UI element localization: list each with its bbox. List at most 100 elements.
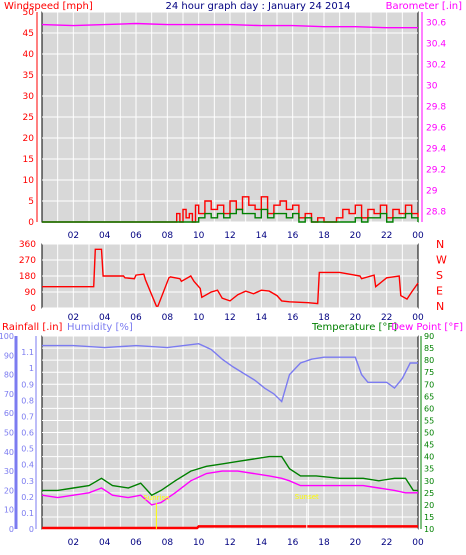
wind-xtick-label: 08: [162, 231, 174, 241]
wind-xtick-label: 14: [256, 231, 268, 241]
windspeed-tick-label: 35: [23, 71, 34, 81]
humidity-tick-label: 50: [4, 429, 14, 438]
barometer-tick-label: 30.4: [426, 40, 446, 50]
windspeed-axis-label: Windspeed [mph]: [4, 1, 93, 12]
barometer-line: [41, 22, 418, 29]
barometer-tick-label: 30: [426, 82, 438, 92]
climate-panel: 10090807060504030201001.110.90.80.70.60.…: [0, 332, 434, 548]
temperature-tick-label: 25: [424, 489, 434, 498]
rain-tick-label: 1.1: [21, 348, 34, 357]
direction-xtick-label: 22: [381, 313, 392, 323]
humidity-tick-label: 40: [4, 448, 14, 457]
rain-tick-label: 0.5: [21, 445, 34, 454]
wind-xtick-label: 22: [381, 231, 392, 241]
wind-direction-line: [42, 248, 419, 307]
windspeed-tick-label: 45: [23, 29, 34, 39]
direction-xtick-label: 08: [162, 313, 174, 323]
temperature-tick-label: 10: [424, 525, 434, 534]
direction-xtick-label: 02: [68, 313, 79, 323]
wind-xtick-label: 16: [287, 231, 299, 241]
temperature-tick-label: 60: [424, 404, 434, 413]
compass-label: E: [436, 285, 443, 298]
temperature-tick-label: 40: [424, 453, 434, 462]
temperature-tick-label: 65: [424, 392, 434, 401]
climate-xtick-label: 22: [381, 538, 392, 548]
rain-tick-label: 0.8: [21, 396, 34, 405]
wind-xtick-label: 20: [350, 231, 362, 241]
windspeed-tick-label: 0: [28, 218, 34, 228]
direction-xtick-label: 16: [287, 313, 299, 323]
rain-tick-label: 0: [29, 525, 34, 534]
windspeed-line: [42, 196, 419, 223]
wind-barometer-panel: 5045403530252015105030.630.430.23029.829…: [23, 8, 447, 241]
windspeed-tick-label: 15: [23, 155, 34, 165]
temperature-tick-label: 35: [424, 465, 434, 474]
sunrise-label: Sunrise: [143, 494, 169, 502]
humidity-line: [42, 342, 418, 403]
rain-tick-label: 0.7: [21, 412, 34, 421]
climate-xtick-label: 18: [318, 538, 330, 548]
climate-xtick-label: 16: [287, 538, 299, 548]
barometer-tick-label: 29.6: [426, 124, 446, 134]
temperature-tick-label: 80: [424, 356, 434, 365]
windspeed-tick-label: 10: [23, 176, 35, 186]
wind-xtick-label: 18: [318, 231, 330, 241]
dewpoint-line: [41, 470, 418, 506]
windspeed-tick-label: 30: [23, 92, 35, 102]
barometer-tick-label: 29.4: [426, 145, 446, 155]
direction-xtick-label: 06: [130, 313, 142, 323]
rain-tick-label: 1: [29, 364, 34, 373]
barometer-axis-label: Barometer [.in]: [386, 1, 462, 12]
climate-xtick-label: 12: [224, 538, 235, 548]
direction-tick-label: 360: [19, 240, 36, 250]
temperature-tick-label: 15: [424, 513, 434, 522]
temperature-tick-label: 50: [424, 429, 434, 438]
direction-tick-label: 90: [25, 288, 37, 298]
direction-xtick-label: 20: [350, 313, 362, 323]
rain-tick-label: 0.4: [21, 461, 34, 470]
direction-xtick-label: 12: [224, 313, 235, 323]
windspeed-tick-label: 40: [23, 50, 35, 60]
temperature-tick-label: 90: [424, 332, 434, 341]
humidity-tick-label: 20: [4, 486, 14, 495]
temperature-tick-label: 30: [424, 477, 434, 486]
barometer-tick-label: 29.8: [426, 103, 446, 113]
barometer-tick-label: 29.2: [426, 166, 446, 176]
humidity-axis-label: Humidity [%]: [67, 322, 133, 333]
compass-label: N: [436, 238, 444, 251]
barometer-tick-label: 28.8: [426, 208, 446, 218]
climate-xtick-label: 04: [99, 538, 111, 548]
direction-tick-label: 0: [30, 304, 36, 314]
temperature-tick-label: 55: [424, 416, 434, 425]
climate-xtick-label: 06: [130, 538, 142, 548]
barometer-tick-label: 30.2: [426, 61, 446, 71]
chart-title: 24 hour graph day : January 24 2014: [166, 1, 351, 12]
rain-tick-label: 0.2: [21, 493, 34, 502]
climate-xtick-label: 08: [162, 538, 174, 548]
rainfall-line: [42, 525, 418, 530]
windspeed-tick-label: 20: [23, 134, 35, 144]
windspeed-tick-label: 5: [28, 197, 34, 207]
climate-xtick-label: 20: [350, 538, 362, 548]
dewpoint-axis-label: Dew Point [°F]: [391, 322, 463, 333]
rain-tick-label: 0.9: [21, 380, 34, 389]
barometer-tick-label: 30.6: [426, 19, 446, 29]
wind-xtick-label: 06: [130, 231, 142, 241]
direction-xtick-label: 00: [412, 313, 424, 323]
humidity-tick-label: 30: [4, 467, 14, 476]
wind-xtick-label: 00: [412, 231, 424, 241]
rainfall-axis-label: Rainfall [.in]: [2, 322, 63, 333]
direction-tick-label: 180: [19, 272, 36, 282]
temperature-line: [42, 455, 418, 497]
temperature-tick-label: 85: [424, 344, 434, 353]
barometer-tick-label: 29: [426, 187, 438, 197]
temperature-tick-label: 20: [424, 501, 434, 510]
direction-xtick-label: 10: [193, 313, 205, 323]
temperature-axis-label: Temperature [°F]: [311, 322, 397, 333]
humidity-tick-label: 90: [4, 351, 14, 360]
humidity-tick-label: 0: [9, 525, 14, 534]
windspeed-tick-label: 50: [23, 8, 35, 18]
direction-tick-label: 270: [19, 256, 36, 266]
